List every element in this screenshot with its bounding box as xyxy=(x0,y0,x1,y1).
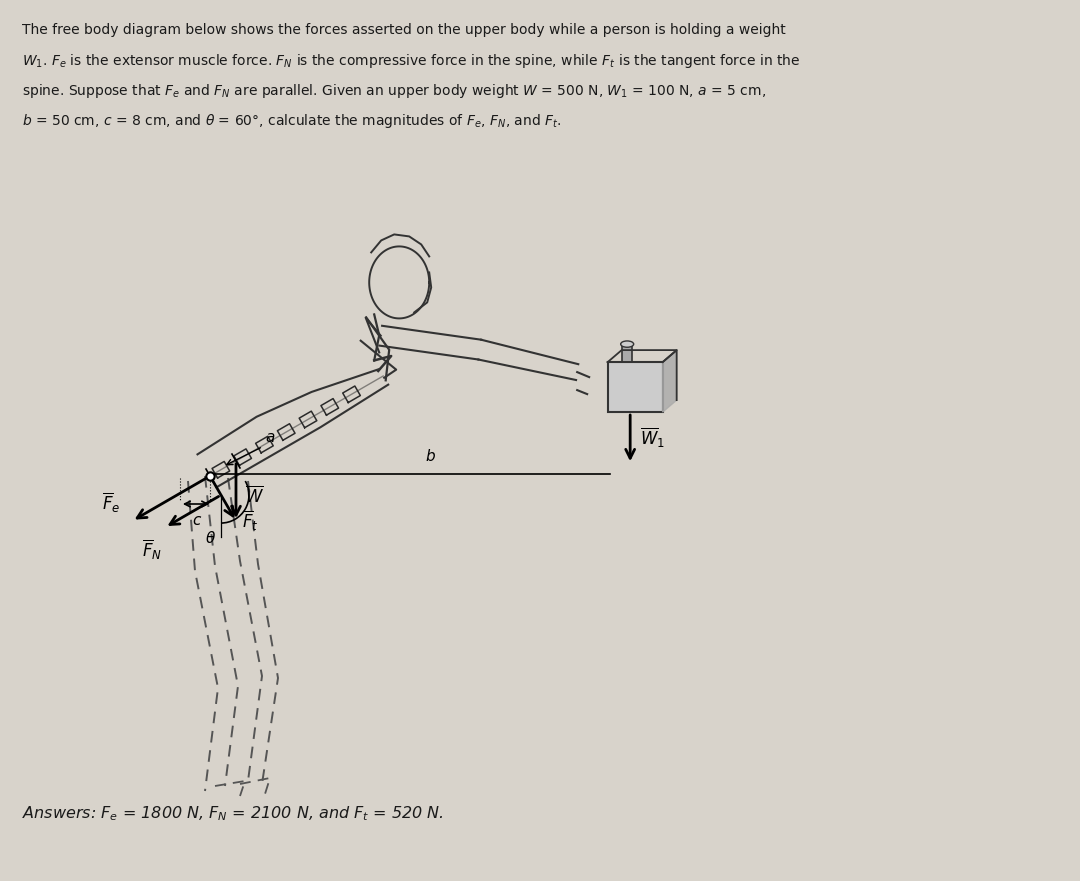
Text: Answers: $F_e$ = 1800 N, $F_N$ = 2100 N, and $F_t$ = 520 N.: Answers: $F_e$ = 1800 N, $F_N$ = 2100 N,… xyxy=(22,804,444,823)
Bar xyxy=(608,362,663,412)
Text: spine. Suppose that $F_e$ and $F_N$ are parallel. Given an upper body weight $W$: spine. Suppose that $F_e$ and $F_N$ are … xyxy=(22,82,766,100)
Bar xyxy=(622,344,632,362)
Ellipse shape xyxy=(621,341,634,347)
Text: $\overline{F}_t$: $\overline{F}_t$ xyxy=(242,509,258,533)
Text: $\theta$: $\theta$ xyxy=(205,530,216,546)
Text: $W_1$. $F_e$ is the extensor muscle force. $F_N$ is the compressive force in the: $W_1$. $F_e$ is the extensor muscle forc… xyxy=(22,53,800,70)
Text: $\overline{F}_N$: $\overline{F}_N$ xyxy=(141,537,162,561)
Text: b: b xyxy=(426,449,434,464)
Text: $b$ = 50 cm, $c$ = 8 cm, and $\theta$ = 60°, calculate the magnitudes of $F_e$, : $b$ = 50 cm, $c$ = 8 cm, and $\theta$ = … xyxy=(22,112,562,130)
Text: $\overline{F}_e$: $\overline{F}_e$ xyxy=(102,491,120,515)
Text: The free body diagram below shows the forces asserted on the upper body while a : The free body diagram below shows the fo… xyxy=(22,23,786,37)
Text: a: a xyxy=(265,430,274,445)
Text: $\overline{W}$: $\overline{W}$ xyxy=(245,485,264,507)
Text: $\overline{W}_1$: $\overline{W}_1$ xyxy=(640,426,665,450)
Text: c: c xyxy=(192,513,200,528)
Polygon shape xyxy=(663,350,677,412)
